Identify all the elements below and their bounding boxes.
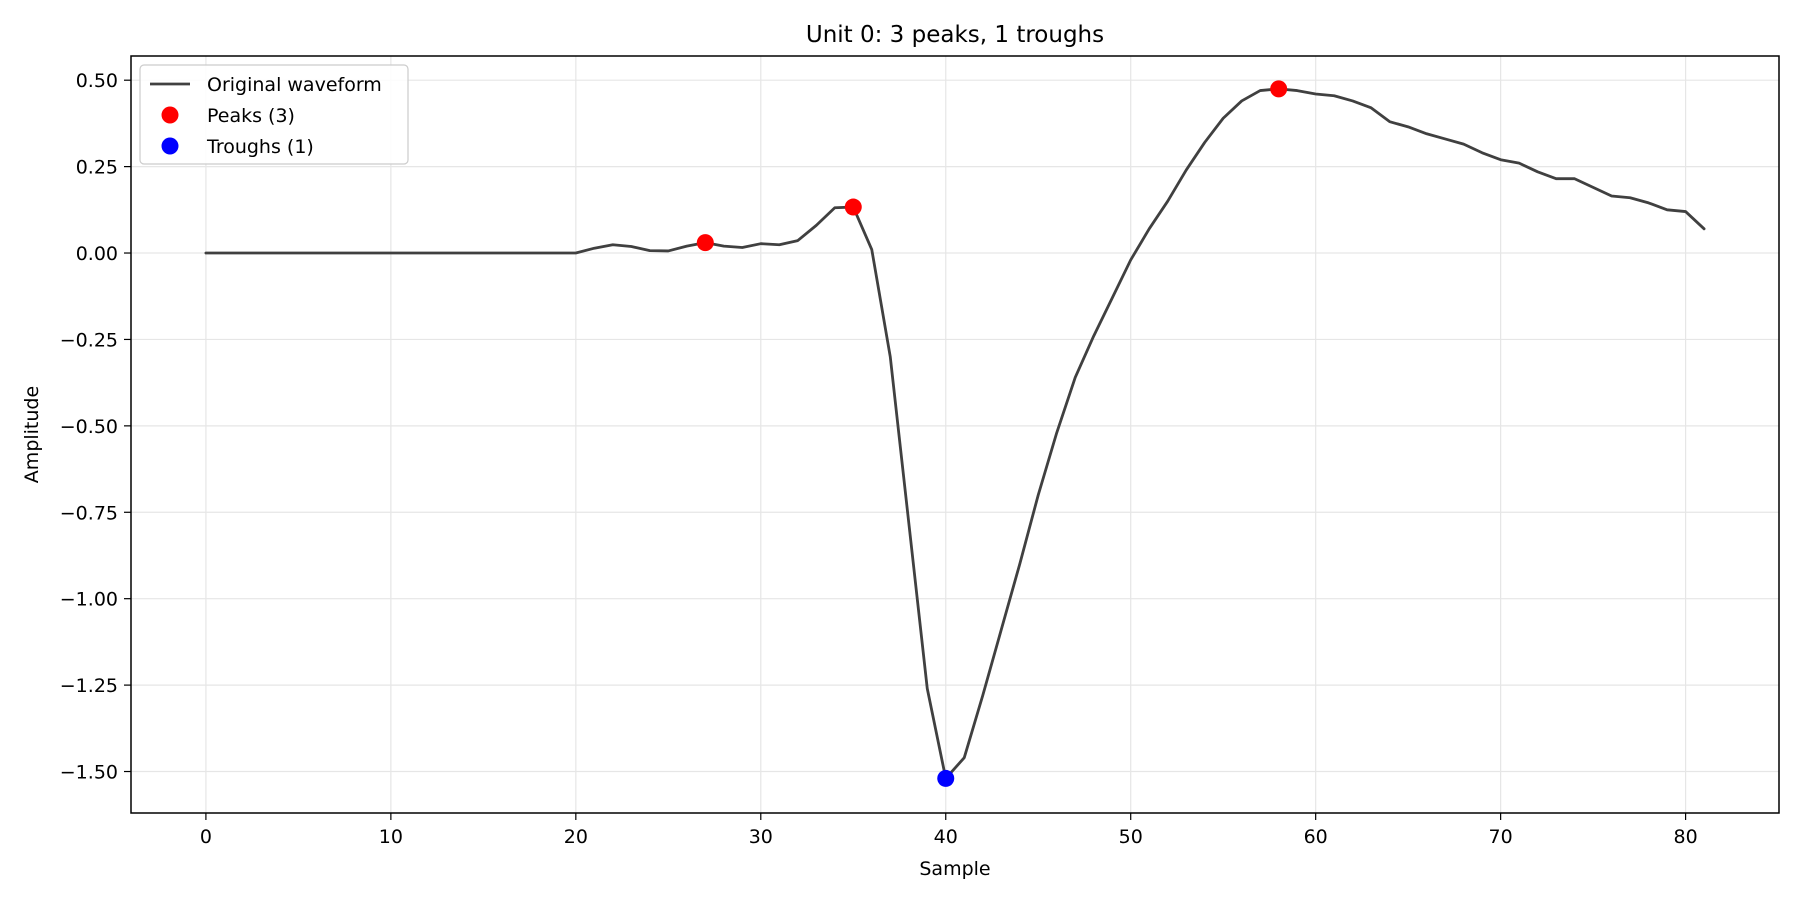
x-tick-label: 70 [1489,826,1513,848]
peak-marker [844,198,862,216]
x-tick-label: 0 [200,826,212,848]
legend-label: Troughs (1) [206,136,314,158]
y-axis-label: Amplitude [21,386,43,483]
legend-swatch-marker [161,106,179,124]
y-tick-label: 0.25 [76,157,118,179]
x-tick-label: 80 [1674,826,1698,848]
legend-label: Peaks (3) [207,105,295,127]
plot-frame [130,55,1780,814]
chart-title: Unit 0: 3 peaks, 1 troughs [806,22,1104,48]
peak-marker [696,234,714,252]
x-tick-label: 50 [1119,826,1143,848]
series-line-original-waveform [204,87,1706,780]
x-tick-label: 10 [379,826,403,848]
y-tick-label: −0.50 [60,416,118,438]
y-tick-label: 0.00 [76,243,118,265]
y-tick-label: −1.50 [60,762,118,784]
x-tick-label: 20 [564,826,588,848]
axis-ticks: 0 10 20 30 40 50 60 70 80 0.50 0.25 0.00 −0.25 −0.50 −… [60,70,1698,848]
y-tick-label: −0.75 [60,502,118,524]
x-tick-label: 60 [1304,826,1328,848]
y-tick-label: −0.25 [60,329,118,351]
legend-label: Original waveform [207,74,382,96]
plot-series [204,80,1706,787]
peak-marker [1270,80,1288,98]
y-tick-label: −1.25 [60,675,118,697]
x-axis-label: Sample [919,858,990,880]
grid [131,56,1779,813]
y-tick-label: 0.50 [76,70,118,92]
trough-marker [937,769,955,787]
x-tick-label: 30 [749,826,773,848]
legend-swatch-marker [161,137,179,155]
y-tick-label: −1.00 [60,589,118,611]
x-tick-label: 40 [934,826,958,848]
legend-box [139,64,409,165]
legend: Original waveform Peaks (3) Troughs (1) [139,64,409,165]
